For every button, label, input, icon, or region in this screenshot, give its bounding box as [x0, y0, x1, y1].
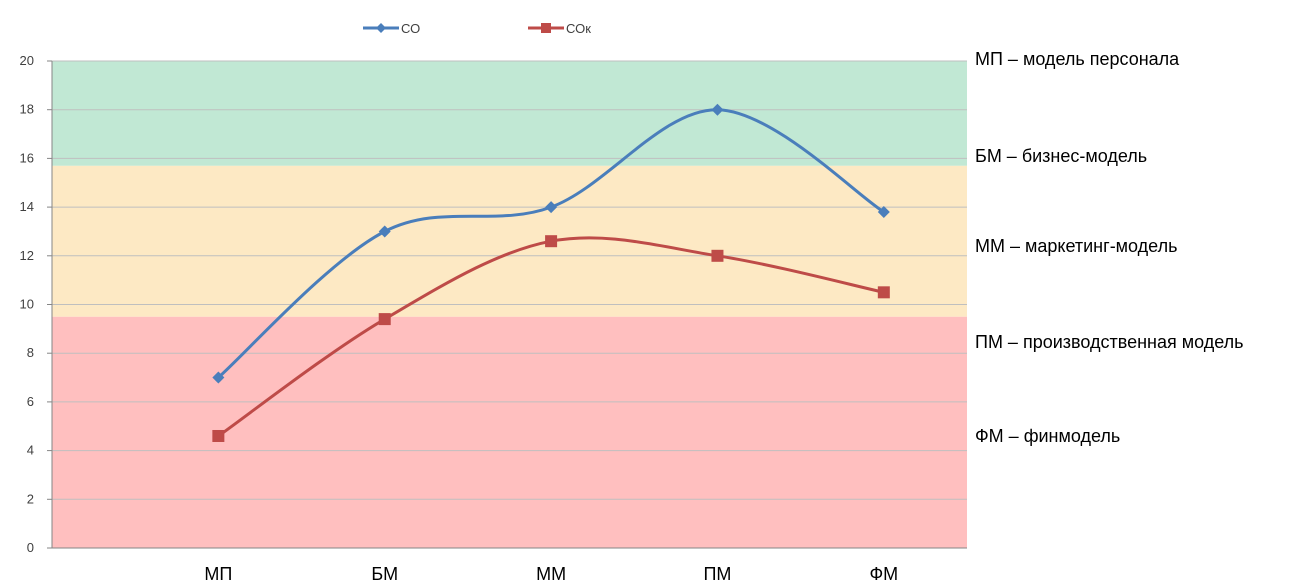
xtick-label-2: ММ [536, 564, 566, 584]
ytick-label-5: 10 [20, 297, 34, 312]
series-1-point-3 [711, 249, 724, 262]
xtick-label-1: БМ [371, 564, 398, 584]
series-1-point-2 [545, 235, 558, 248]
series-0-point-0 [212, 371, 225, 384]
xtick-label-4: ФМ [869, 564, 898, 584]
annotation-mm: ММ – маркетинг-модель [975, 236, 1178, 256]
series-1-point-4 [877, 286, 890, 299]
legend-label-1: СОк [566, 21, 591, 36]
series-0-point-2 [545, 201, 558, 214]
legend-marker-1 [541, 23, 551, 33]
ytick-label-7: 14 [20, 199, 34, 214]
band-1 [52, 165, 967, 317]
legend: СО СОк [363, 21, 591, 36]
axes [51, 61, 967, 549]
series-0-point-3 [711, 103, 724, 116]
series-0-point-1 [378, 225, 391, 238]
legend-marker-0 [376, 23, 386, 33]
ytick-label-9: 18 [20, 102, 34, 117]
gridlines [47, 60, 967, 549]
ytick-label-0: 0 [27, 540, 34, 555]
background-bands [52, 61, 967, 548]
ytick-label-8: 16 [20, 150, 34, 165]
y-tick-labels: 0 2 4 6 8 10 12 14 16 18 20 [20, 53, 34, 555]
annotation-fm: ФМ – финмодель [975, 426, 1121, 446]
ytick-label-1: 2 [27, 491, 34, 506]
series-markers [212, 103, 890, 442]
ytick-label-4: 8 [27, 345, 34, 360]
band-2 [52, 61, 967, 166]
x-tick-labels: МП БМ ММ ПМ ФМ [204, 564, 898, 584]
ytick-label-6: 12 [20, 248, 34, 263]
xtick-label-0: МП [204, 564, 232, 584]
series-1-point-1 [378, 313, 391, 326]
xtick-label-3: ПМ [703, 564, 731, 584]
annotation-pm: ПМ – производственная модель [975, 332, 1244, 352]
ytick-label-3: 6 [27, 394, 34, 409]
series-0-point-4 [877, 205, 890, 218]
annotation-bm: БМ – бизнес-модель [975, 146, 1148, 166]
series-1-point-0 [212, 429, 225, 442]
ytick-label-2: 4 [27, 443, 34, 458]
ytick-label-10: 20 [20, 53, 34, 68]
annotation-mp: МП – модель персонала [975, 49, 1180, 69]
legend-label-0: СО [401, 21, 420, 36]
band-0 [52, 316, 967, 548]
